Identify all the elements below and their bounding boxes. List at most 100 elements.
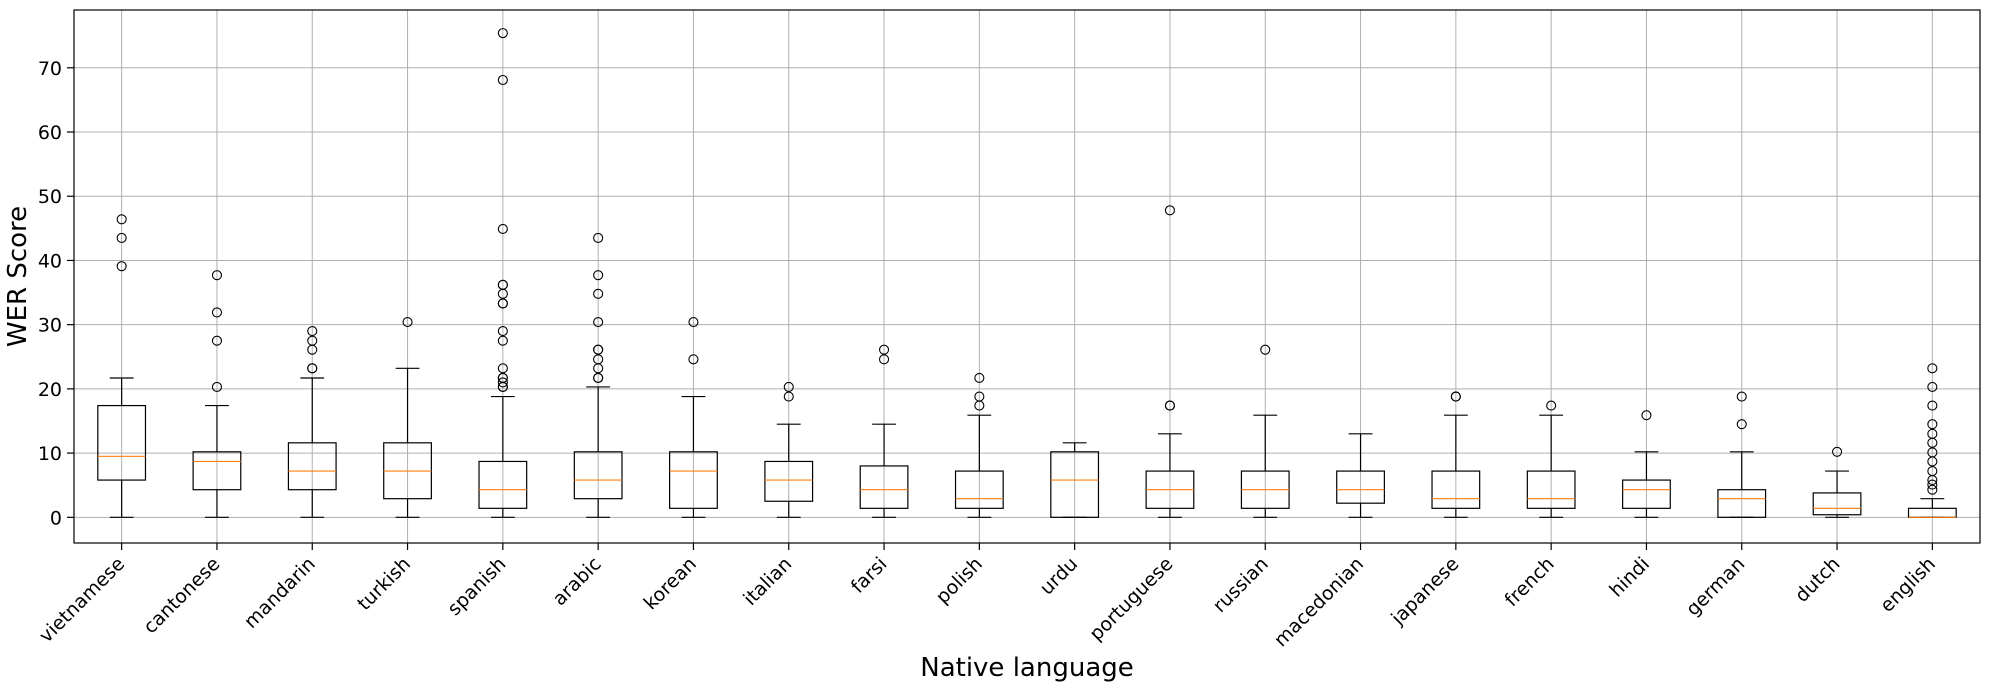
box-japanese: [1431, 391, 1481, 518]
x-tick-label: mandarin: [240, 553, 320, 633]
box-french: [1526, 400, 1576, 518]
box-urdu: [1050, 442, 1100, 518]
outlier-point: [1641, 410, 1652, 421]
outlier-point: [593, 288, 604, 299]
y-tick-label: 30: [38, 315, 62, 337]
iqr-box: [287, 442, 337, 491]
iqr-box: [1336, 470, 1385, 504]
box-series: [97, 28, 1957, 518]
outlier-point: [1260, 344, 1271, 355]
iqr-box: [1622, 479, 1671, 509]
outlier-point: [1927, 419, 1938, 430]
iqr-box: [1526, 470, 1576, 509]
iqr-box: [192, 451, 242, 491]
iqr-box: [669, 451, 718, 509]
outlier-point: [497, 335, 508, 346]
x-tick-label: cantonese: [139, 553, 224, 638]
box-portuguese: [1145, 205, 1195, 518]
outlier-point: [593, 354, 604, 365]
outlier-point: [1927, 381, 1938, 393]
y-tick-label: 0: [50, 507, 62, 529]
box-cantonese: [192, 270, 242, 518]
outlier-point: [878, 344, 890, 355]
outlier-point: [497, 372, 508, 384]
x-tick-label: italian: [739, 553, 796, 610]
outlier-point: [974, 372, 985, 384]
outlier-point: [211, 270, 222, 281]
iqr-box: [1812, 492, 1862, 516]
outlier-point: [1927, 479, 1938, 490]
box-dutch: [1812, 446, 1862, 518]
x-axis-title: Native language: [920, 653, 1134, 683]
x-tick-label: hindi: [1605, 553, 1654, 602]
outlier-point: [307, 363, 318, 374]
outlier-point: [1164, 205, 1175, 216]
box-english: [1907, 363, 1957, 518]
outlier-point: [878, 354, 890, 365]
x-tick-label: polish: [932, 553, 987, 608]
y-tick-label: 40: [38, 250, 62, 272]
y-axis-title: WER Score: [3, 206, 33, 347]
y-tick-label: 50: [38, 186, 62, 208]
y-tick-label: 10: [38, 443, 62, 465]
x-tick-label: vietnamese: [35, 553, 129, 647]
x-axis: vietnamese cantonese mandarin turkish spanis…: [35, 543, 1940, 651]
box-italian: [764, 381, 814, 518]
outlier-point: [211, 307, 222, 318]
outlier-point: [497, 74, 508, 86]
y-axis: 0 10 20 30 40 50 60 70: [38, 58, 74, 529]
outlier-point: [1164, 400, 1175, 411]
x-tick-label: portuguese: [1085, 553, 1177, 645]
box-vietnamese: [97, 214, 147, 518]
grid-lines: [74, 10, 1980, 543]
outlier-point: [1832, 446, 1843, 457]
outlier-point: [211, 381, 222, 393]
outlier-point: [1927, 428, 1938, 439]
outlier-point: [593, 232, 604, 244]
y-tick-label: 70: [38, 58, 62, 80]
outlier-point: [593, 270, 604, 281]
x-tick-label: korean: [640, 553, 701, 614]
outlier-point: [593, 344, 604, 355]
box-korean: [669, 317, 718, 518]
iqr-box: [954, 470, 1004, 509]
iqr-box: [764, 460, 814, 502]
box-mandarin: [287, 326, 337, 518]
box-german: [1717, 391, 1767, 518]
iqr-box: [1050, 451, 1100, 518]
outlier-point: [211, 335, 222, 346]
x-tick-label: japanese: [1386, 553, 1463, 630]
iqr-box: [97, 404, 147, 481]
iqr-box: [478, 460, 528, 509]
box-farsi: [859, 344, 909, 518]
x-tick-label: turkish: [353, 553, 415, 615]
box-russian: [1240, 344, 1290, 518]
outlier-point: [783, 391, 794, 402]
box-hindi: [1622, 410, 1671, 518]
outlier-point: [783, 381, 794, 393]
outlier-point: [307, 326, 318, 337]
x-tick-label: french: [1500, 553, 1558, 611]
outlier-point: [593, 317, 604, 328]
box-turkish: [383, 317, 432, 518]
y-tick-label: 60: [38, 122, 62, 144]
outlier-point: [1927, 363, 1938, 374]
x-tick-label: farsi: [847, 553, 892, 598]
outlier-point: [497, 298, 508, 309]
outlier-point: [1546, 400, 1557, 411]
outlier-point: [402, 317, 413, 328]
outlier-point: [497, 363, 508, 374]
box-arabic: [573, 232, 623, 518]
outlier-point: [1927, 447, 1938, 458]
outlier-point: [1927, 466, 1938, 477]
outlier-point: [1736, 419, 1747, 430]
outlier-point: [1927, 484, 1938, 495]
x-tick-label: arabic: [548, 553, 605, 610]
outlier-point: [116, 232, 127, 244]
x-tick-label: english: [1876, 553, 1940, 617]
iqr-box: [1717, 489, 1767, 518]
box-spanish: [478, 28, 528, 518]
x-tick-label: spanish: [443, 553, 510, 620]
outlier-point: [1736, 391, 1747, 402]
